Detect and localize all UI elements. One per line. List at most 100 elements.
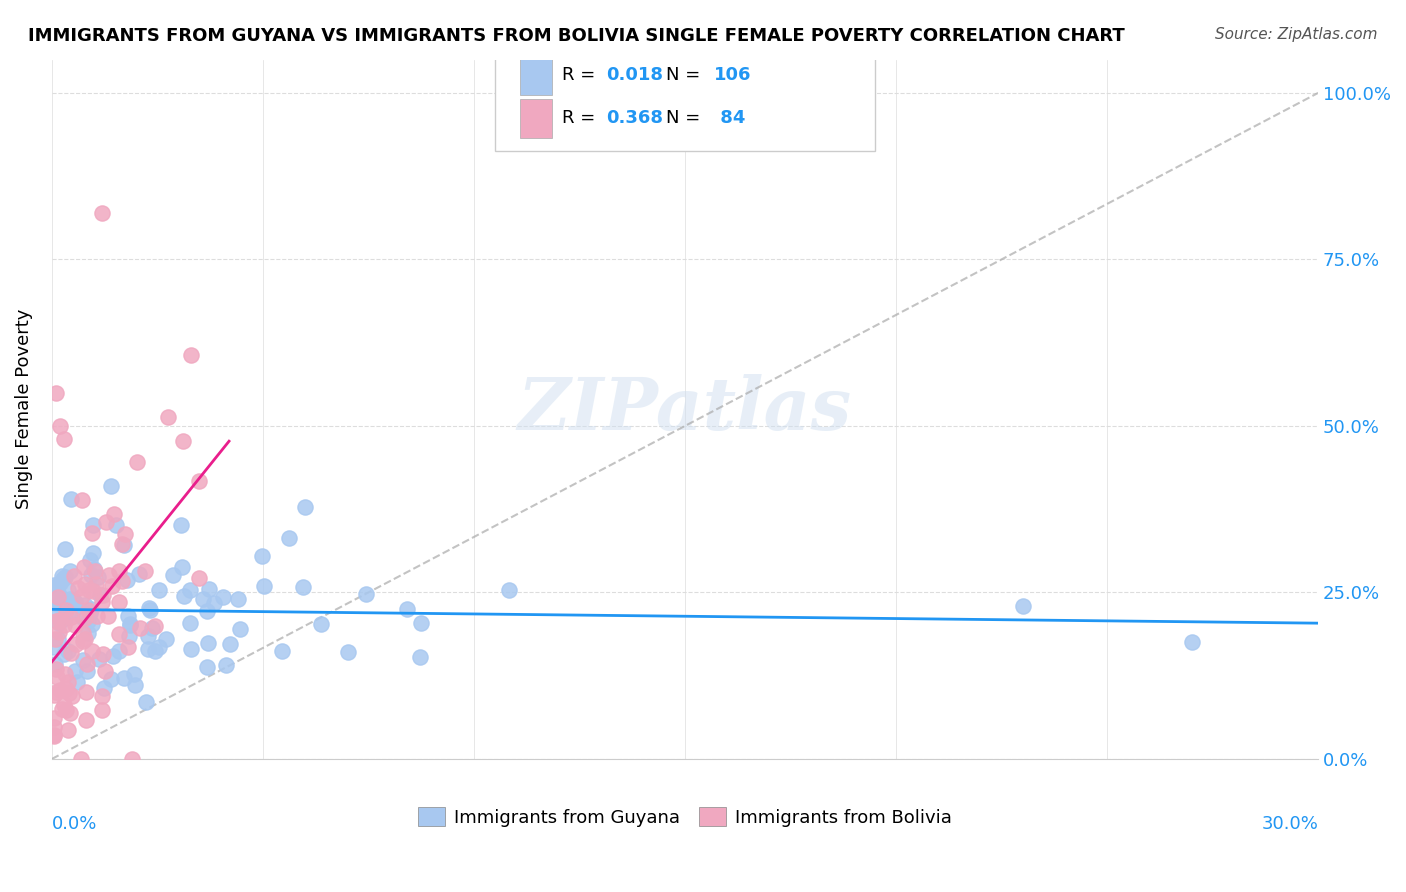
Point (124, 667, 146, 681)
Point (143, 643, 166, 657)
Point (80, 616, 103, 631)
Point (117, 609, 139, 624)
Point (103, 507, 125, 521)
FancyBboxPatch shape (520, 56, 553, 95)
Point (82, 584, 104, 599)
Point (42, 688, 65, 702)
Point (100, 479, 122, 493)
Point (42, 711, 65, 725)
Point (112, 671, 135, 685)
Text: R =: R = (562, 66, 602, 84)
Point (59, 591, 82, 606)
Point (156, 409, 179, 424)
Point (91, 588, 114, 602)
Point (48, 588, 70, 602)
Point (173, 589, 195, 603)
Point (63, 617, 86, 632)
Text: R =: R = (562, 110, 602, 128)
Point (138, 601, 160, 615)
Point (108, 595, 131, 609)
Point (1011, 599, 1033, 613)
Point (42, 729, 65, 743)
Point (172, 434, 194, 448)
Point (62, 593, 84, 607)
Point (179, 616, 201, 631)
FancyBboxPatch shape (495, 38, 875, 151)
Point (107, 564, 129, 578)
Point (44, 657, 66, 672)
Point (143, 618, 166, 632)
Point (62, 595, 84, 609)
Point (65, 595, 87, 609)
Point (100, 672, 122, 686)
Point (77, 626, 100, 640)
Point (108, 627, 131, 641)
Point (55, 603, 77, 617)
Point (55, 682, 77, 697)
Point (48, 625, 70, 640)
Point (46, 632, 69, 646)
Point (58, 674, 80, 689)
Point (63, 664, 86, 678)
Point (93, 681, 115, 696)
Point (409, 649, 432, 664)
Point (129, 621, 152, 635)
Point (87, 652, 110, 666)
Point (188, 571, 211, 585)
Point (80, 643, 103, 657)
Legend: Immigrants from Guyana, Immigrants from Bolivia: Immigrants from Guyana, Immigrants from … (411, 800, 959, 834)
Point (86, 609, 108, 624)
Point (46, 670, 69, 684)
Point (52, 618, 75, 632)
Text: ZIPatlas: ZIPatlas (517, 374, 852, 445)
Point (93, 665, 115, 679)
Point (45, 608, 67, 623)
Point (45, 597, 67, 611)
Point (115, 573, 138, 587)
Y-axis label: Single Female Poverty: Single Female Poverty (15, 310, 32, 509)
Point (55, 703, 77, 717)
Point (118, 629, 141, 643)
Text: 0.018: 0.018 (606, 66, 664, 84)
Point (63, 596, 86, 610)
Point (114, 527, 136, 541)
Point (498, 582, 520, 597)
Point (53, 610, 76, 624)
Point (46, 591, 69, 605)
Point (101, 648, 124, 663)
Point (76, 657, 98, 672)
Point (180, 348, 202, 362)
Point (136, 642, 159, 657)
Point (51, 702, 73, 716)
Point (100, 579, 122, 593)
Point (118, 618, 141, 632)
Point (56, 723, 79, 737)
Text: 30.0%: 30.0% (1261, 815, 1319, 833)
Point (253, 579, 276, 593)
Point (75, 713, 97, 727)
Point (60, 689, 83, 703)
Point (66, 675, 89, 690)
Point (82, 545, 104, 559)
Point (96, 515, 118, 529)
Point (44, 685, 66, 699)
Point (59, 610, 82, 624)
Point (52, 647, 75, 661)
Point (134, 564, 156, 578)
Point (198, 582, 221, 597)
Point (72, 653, 94, 667)
Text: N =: N = (666, 110, 706, 128)
Point (53, 570, 76, 584)
FancyBboxPatch shape (520, 100, 553, 138)
Point (97, 568, 120, 582)
Point (91, 595, 114, 609)
Point (179, 582, 201, 597)
Point (79, 583, 101, 598)
Point (229, 622, 252, 636)
Point (65, 637, 87, 651)
Point (108, 644, 131, 658)
Point (42, 593, 65, 607)
Point (72, 633, 94, 648)
Point (89, 588, 111, 602)
Point (148, 640, 170, 655)
